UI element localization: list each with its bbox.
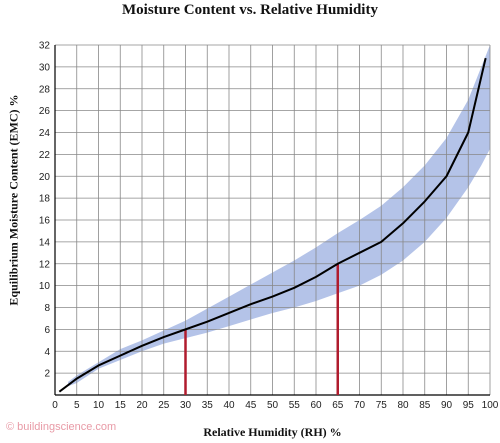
y-tick-label: 2	[44, 369, 50, 380]
series-line	[58, 57, 487, 393]
y-tick-label: 22	[39, 150, 51, 161]
x-tick-label: 40	[223, 400, 235, 411]
range-band	[68, 45, 491, 387]
x-tick-label: 70	[354, 400, 366, 411]
chart-title: Moisture Content vs. Relative Humidity	[122, 2, 378, 18]
y-tick-label: 4	[44, 347, 50, 358]
y-tick-label: 8	[44, 303, 50, 314]
y-tick-label: 18	[39, 194, 51, 205]
x-tick-label: 50	[267, 400, 279, 411]
x-tick-label: 95	[463, 400, 475, 411]
y-tick-label: 32	[39, 41, 51, 52]
y-tick-label: 6	[44, 325, 50, 336]
y-tick-label: 14	[39, 237, 51, 248]
x-tick-label: 75	[376, 400, 388, 411]
x-tick-label: 5	[74, 400, 80, 411]
y-tick-label: 16	[39, 216, 51, 227]
y-tick-label: 20	[39, 172, 51, 183]
x-tick-label: 10	[93, 400, 105, 411]
x-tick-label: 45	[245, 400, 257, 411]
x-tick-label: 80	[397, 400, 409, 411]
x-tick-label: 55	[289, 400, 301, 411]
x-tick-label: 100	[482, 400, 499, 411]
x-tick-label: 15	[115, 400, 127, 411]
x-tick-label: 60	[310, 400, 322, 411]
y-tick-label: 24	[39, 128, 51, 139]
x-tick-label: 90	[441, 400, 453, 411]
x-tick-label: 0	[52, 400, 58, 411]
y-tick-label: 30	[39, 62, 51, 73]
credit-text: © buildingscience.com	[6, 421, 117, 433]
x-tick-label: 85	[419, 400, 431, 411]
x-tick-label: 25	[158, 400, 170, 411]
y-tick-label: 12	[39, 259, 51, 270]
x-tick-label: 30	[180, 400, 192, 411]
y-tick-label: 26	[39, 106, 51, 117]
x-tick-label: 35	[202, 400, 214, 411]
x-tick-label: 65	[332, 400, 344, 411]
y-tick-label: 10	[39, 281, 51, 292]
y-tick-label: 28	[39, 84, 51, 95]
x-tick-label: 20	[136, 400, 148, 411]
x-axis-label: Relative Humidity (RH) %	[203, 425, 342, 439]
